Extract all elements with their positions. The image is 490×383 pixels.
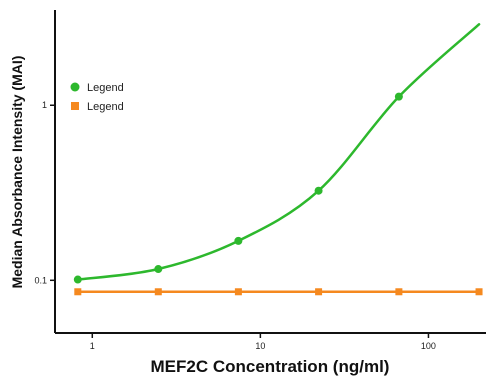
series-2-point (395, 288, 403, 296)
series-2-point (74, 288, 82, 296)
axes (54, 10, 486, 334)
ticks: 1 10 100 0.1 1 (34, 100, 435, 351)
legend-label: Legend (87, 101, 124, 113)
series-1-line (76, 23, 481, 281)
x-tick-label: 100 (421, 341, 436, 351)
series-2-point (475, 288, 483, 296)
series-1-point (314, 186, 323, 195)
series-1-point (394, 92, 403, 101)
series-2-point (154, 288, 162, 296)
series-1-point (234, 236, 243, 245)
series-2-point (315, 288, 323, 296)
x-tick-label: 1 (90, 341, 95, 351)
y-axis-title: Median Absorbance Intensity (MAI) (9, 56, 25, 289)
x-tick-label: 10 (255, 341, 265, 351)
y-tick-label: 1 (42, 100, 47, 110)
y-tick-label: 0.1 (34, 275, 47, 285)
series (73, 23, 483, 296)
series-1-point (154, 265, 163, 274)
series-1 (73, 23, 481, 284)
x-axis-title: MEF2C Concentration (ng/ml) (151, 357, 390, 376)
series-2-point (234, 288, 242, 296)
legend-swatch (70, 82, 80, 92)
series-1-point (73, 275, 82, 284)
legend: Legend Legend (70, 82, 124, 113)
series-2 (74, 288, 483, 296)
legend-label: Legend (87, 82, 124, 94)
legend-item-1: Legend (70, 82, 124, 94)
legend-swatch (71, 102, 79, 110)
legend-item-2: Legend (71, 101, 124, 113)
